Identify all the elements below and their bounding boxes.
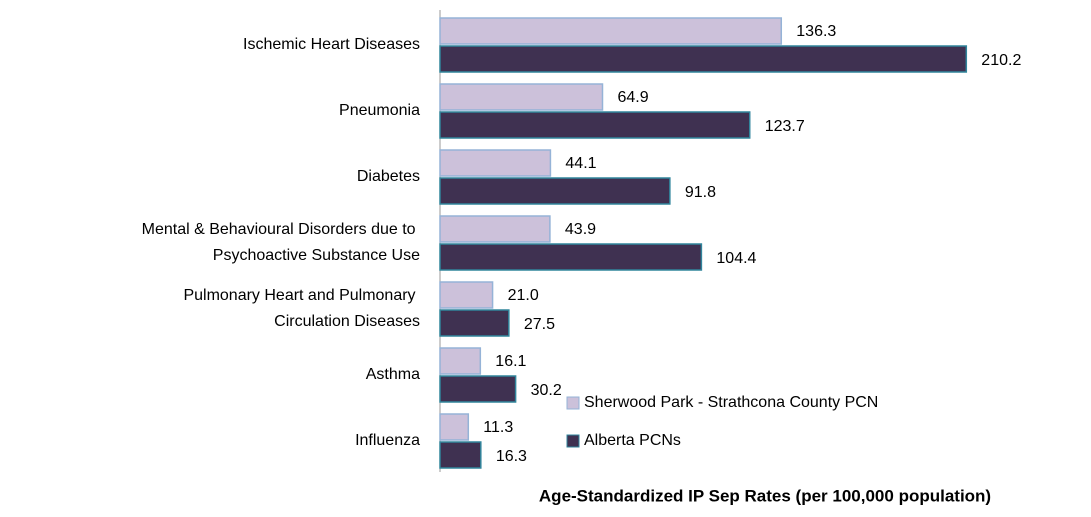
bar: [439, 309, 510, 337]
bar: [439, 215, 551, 243]
value-label: 210.2: [981, 52, 1021, 69]
y-tick-label: Diabetes: [357, 168, 420, 185]
y-tick-label: Asthma: [366, 366, 420, 383]
legend-label: Sherwood Park - Strathcona County PCN: [584, 394, 878, 411]
value-label: 27.5: [524, 316, 555, 333]
bar: [439, 243, 703, 271]
value-label: 64.9: [617, 89, 648, 106]
y-tick-label: Mental & Behavioural Disorders due to Ps…: [142, 221, 420, 264]
legend-label: Alberta PCNs: [584, 432, 681, 449]
bar: [439, 149, 552, 177]
bar: [439, 413, 470, 441]
value-label: 123.7: [765, 118, 805, 135]
bar: [439, 177, 671, 205]
bar: [439, 347, 482, 375]
y-tick-label: Ischemic Heart Diseases: [243, 36, 420, 53]
bar: [439, 17, 783, 45]
y-tick-label: Influenza: [355, 432, 420, 449]
value-label: 44.1: [565, 155, 596, 172]
value-label: 21.0: [508, 287, 539, 304]
legend-swatch: [566, 434, 580, 448]
value-label: 30.2: [531, 382, 562, 399]
value-label: 11.3: [483, 419, 513, 436]
bar: [439, 45, 968, 73]
value-label: 104.4: [716, 250, 756, 267]
bar: [439, 441, 482, 469]
value-label: 91.8: [685, 184, 716, 201]
value-label: 16.3: [496, 448, 527, 465]
y-tick-label: Pulmonary Heart and Pulmonary Circulatio…: [183, 287, 420, 330]
value-label: 16.1: [495, 353, 526, 370]
bar: [439, 111, 751, 139]
legend-swatch: [566, 396, 580, 410]
value-label: 43.9: [565, 221, 596, 238]
bar: [439, 83, 604, 111]
bar: [439, 375, 517, 403]
value-label: 136.3: [796, 23, 836, 40]
bar: [439, 281, 494, 309]
x-axis-title: Age-Standardized IP Sep Rates (per 100,0…: [539, 486, 991, 505]
y-tick-label: Pneumonia: [339, 102, 420, 119]
